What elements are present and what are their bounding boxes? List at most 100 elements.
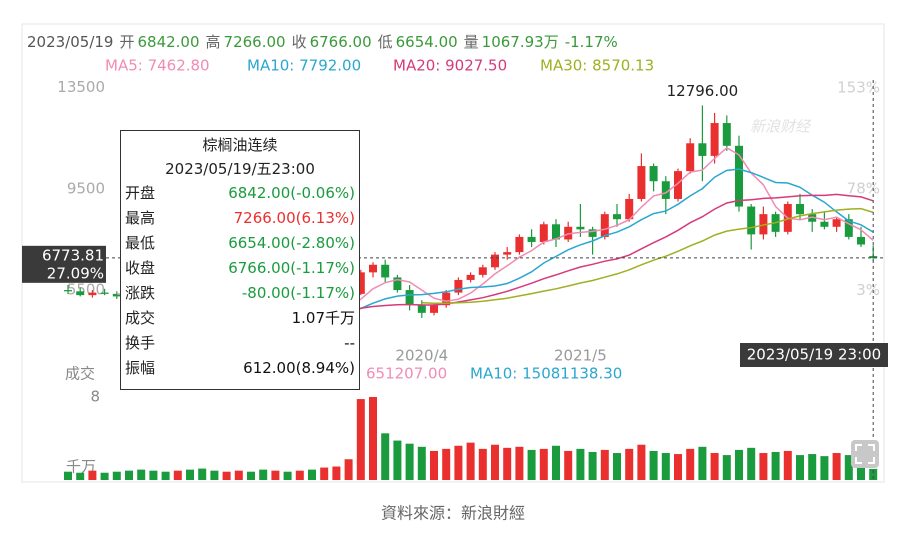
volume-bar — [771, 451, 780, 480]
candle-body — [686, 143, 695, 172]
tooltip-row: 最低 6654.00(-2.80%) — [121, 231, 359, 256]
volume-bar — [515, 446, 524, 480]
volume-bar — [283, 471, 292, 480]
volume-bar — [600, 449, 609, 480]
candle-body — [857, 236, 865, 245]
candle-body — [100, 292, 109, 294]
tooltip-label: 最低 — [125, 234, 156, 252]
candle-body — [564, 226, 573, 240]
volume-bar — [527, 449, 536, 480]
volume-legend-entry: 651207.00 — [366, 365, 447, 383]
fullscreen-button[interactable] — [851, 440, 879, 468]
x-tick-label: 2020/4 — [395, 347, 448, 365]
volume-bar — [478, 448, 487, 480]
ma-line — [421, 207, 874, 304]
volume-bar — [808, 454, 817, 480]
volume-bar — [783, 450, 792, 480]
header-value: 6766.00 — [310, 33, 372, 51]
tooltip-row: 收盘 6766.00(-1.17%) — [121, 256, 359, 281]
source-caption: 資料來源：新浪財經 — [381, 504, 525, 523]
volume-bar — [637, 444, 646, 480]
volume-bar — [747, 447, 756, 480]
y2-tick-label: 153% — [837, 78, 880, 96]
volume-bar — [539, 448, 548, 480]
crosshair-price: 6773.81 — [42, 246, 104, 264]
y2-tick-label: 78% — [847, 180, 880, 198]
fullscreen-bg[interactable] — [851, 440, 879, 468]
volume-bar — [64, 471, 72, 480]
volume-bar — [674, 454, 682, 480]
volume-bar — [344, 459, 353, 480]
volume-bar — [149, 470, 158, 480]
y-tick-label: 13500 — [57, 78, 105, 96]
candle-body — [76, 291, 85, 296]
candle-body — [869, 256, 878, 259]
volume-bar — [722, 455, 731, 480]
tooltip-value: 6654.00(-2.80%) — [228, 234, 355, 252]
volume-bar — [137, 469, 146, 480]
header: 2023/05/19 开 6842.00 高 7266.00 收 6766.00 低 6654.… — [27, 33, 618, 51]
candle-body — [515, 236, 524, 253]
candle-body — [649, 166, 658, 182]
candle-body — [625, 198, 634, 220]
legend-entry: MA30: 8570.13 — [540, 57, 654, 75]
volume-bar — [430, 450, 438, 480]
tooltip-row: 涨跌 -80.00(-1.17%) — [121, 281, 359, 306]
tooltip-row: 振幅 612.00(8.94%) — [121, 356, 359, 381]
candle-body — [478, 267, 487, 275]
tooltip-row: 最高 7266.00(6.13%) — [121, 206, 359, 231]
header-value: 6842.00 — [137, 33, 199, 51]
y-tick-label: 5500 — [67, 281, 105, 299]
candle-body — [527, 236, 536, 242]
volume-bar — [247, 471, 255, 480]
volume-bar — [466, 442, 475, 480]
volume-bar — [173, 470, 182, 480]
header-value: 7266.00 — [224, 33, 286, 51]
volume-bar — [844, 455, 853, 480]
candle-body — [674, 171, 682, 199]
candle-body — [466, 274, 475, 280]
volume-bar — [503, 447, 512, 480]
volume-bar — [295, 470, 304, 480]
candle-body — [576, 226, 585, 230]
volume-bar — [417, 446, 426, 480]
candle-body — [356, 272, 365, 294]
tooltip-label: 涨跌 — [125, 284, 156, 302]
candle-body — [491, 254, 499, 268]
candle-body — [417, 305, 426, 313]
tooltip-row: 开盘 6842.00(-0.06%) — [121, 181, 359, 206]
volume-bar — [271, 470, 280, 480]
tooltip-date: 2023/05/19/五23:00 — [165, 160, 315, 178]
crosshair-date: 2023/05/19 23:00 — [747, 346, 881, 364]
candle-body — [600, 214, 609, 237]
volume-bar — [320, 467, 329, 480]
volume-bar — [356, 399, 365, 480]
volume-bar — [381, 433, 390, 480]
volume-bar — [210, 470, 219, 480]
ma-line — [299, 193, 874, 311]
header-label: 收 — [292, 33, 307, 51]
legend-entry: MA10: 7792.00 — [247, 57, 361, 75]
tooltip-label: 成交 — [125, 309, 156, 327]
volume-bar — [259, 469, 268, 480]
volume-bar — [613, 453, 621, 480]
volume-bar — [552, 445, 560, 480]
candle-body — [588, 229, 597, 237]
tooltip-label: 振幅 — [125, 359, 156, 377]
watermark: 新浪财经 — [750, 118, 812, 136]
volume-bar — [710, 453, 719, 480]
candle-body — [430, 305, 438, 313]
fullscreen-icon[interactable] — [855, 444, 875, 464]
candle-body — [637, 166, 646, 199]
volume-bar — [759, 453, 768, 480]
volume-bar — [186, 469, 194, 480]
candle-body — [64, 290, 72, 292]
candle-body — [747, 206, 756, 235]
candle-body — [369, 264, 377, 273]
max-label: 12796.00 — [667, 82, 739, 100]
volume-bar — [369, 397, 377, 480]
candle-body — [88, 292, 97, 296]
tooltip-value: 1.07千万 — [291, 309, 355, 327]
